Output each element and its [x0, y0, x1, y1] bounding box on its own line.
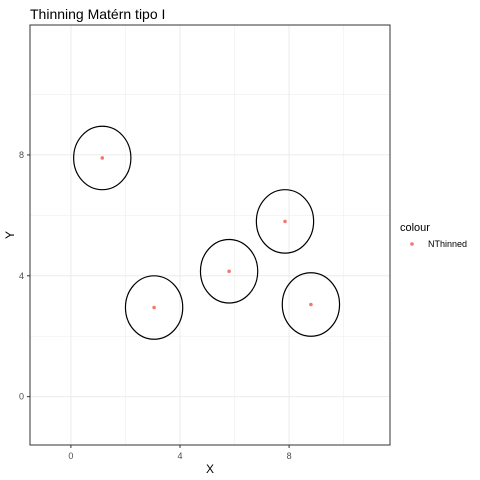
legend-title: colour [400, 222, 430, 234]
x-tick-label: 0 [68, 451, 73, 461]
thinning-circle [199, 238, 259, 304]
thinning-circle [281, 272, 341, 337]
data-point [152, 305, 156, 310]
thinning-circles [73, 125, 341, 340]
thinning-circle [73, 125, 132, 191]
x-tick-label: 8 [287, 451, 292, 461]
y-tick-label: 8 [19, 150, 24, 160]
legend: colour NThinned [400, 222, 467, 249]
thinning-circle [255, 189, 315, 254]
y-axis-ticks: 0 4 8 [19, 150, 30, 402]
x-tick-label: 4 [177, 451, 182, 461]
legend-key [410, 242, 414, 246]
y-axis-title: Y [3, 231, 17, 239]
thinning-circle [124, 275, 184, 340]
data-point [283, 219, 287, 224]
data-point [309, 302, 313, 307]
legend-label: NThinned [428, 239, 467, 249]
plot-panel [29, 24, 391, 446]
x-axis-ticks: 0 4 8 [68, 445, 292, 461]
chart-title: Thinning Matérn tipo I [30, 6, 165, 22]
data-point [100, 156, 105, 160]
grid-minor [30, 25, 390, 445]
x-axis-title: X [206, 462, 214, 476]
y-tick-label: 0 [19, 392, 24, 402]
data-point [227, 269, 231, 274]
y-tick-label: 4 [19, 271, 24, 281]
plot-border [29, 24, 391, 446]
data-points [100, 156, 313, 310]
grid-major [30, 25, 390, 445]
